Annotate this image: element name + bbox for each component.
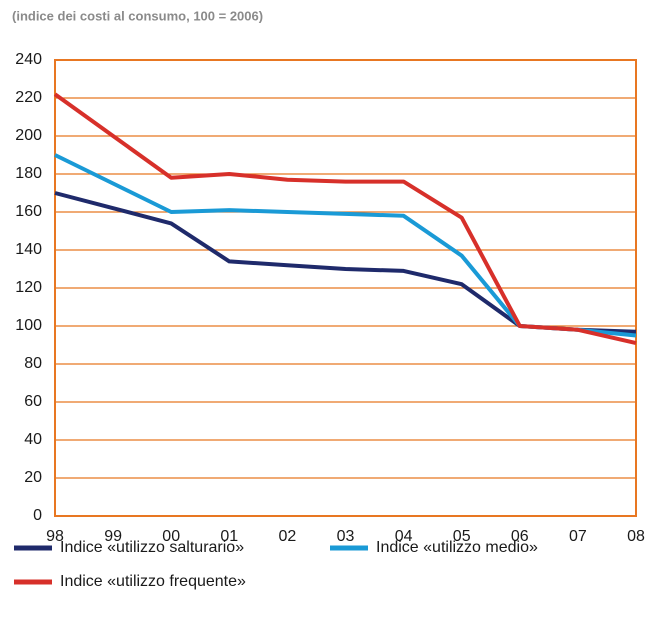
y-tick-label: 0 xyxy=(33,507,42,524)
x-tick-label: 08 xyxy=(627,528,645,545)
legend-label: Indice «utilizzo medio» xyxy=(376,539,538,556)
x-tick-label: 06 xyxy=(511,528,529,545)
y-tick-label: 240 xyxy=(15,51,42,68)
x-tick-label: 01 xyxy=(220,528,238,545)
legend-label: Indice «utilizzo salturario» xyxy=(60,539,244,556)
y-tick-label: 60 xyxy=(24,393,42,410)
y-tick-label: 100 xyxy=(15,317,42,334)
y-tick-label: 120 xyxy=(15,279,42,296)
x-tick-label: 04 xyxy=(395,528,413,545)
y-tick-label: 140 xyxy=(15,241,42,258)
y-tick-label: 80 xyxy=(24,355,42,372)
x-tick-label: 02 xyxy=(279,528,297,545)
x-tick-label: 05 xyxy=(453,528,471,545)
chart-subtitle: (indice dei costi al consumo, 100 = 2006… xyxy=(12,8,263,23)
x-tick-label: 03 xyxy=(337,528,355,545)
y-tick-label: 160 xyxy=(15,203,42,220)
y-tick-label: 220 xyxy=(15,89,42,106)
series-line xyxy=(53,92,637,346)
x-tick-label: 07 xyxy=(569,528,587,545)
x-tick-label: 99 xyxy=(104,528,122,545)
y-tick-label: 20 xyxy=(24,469,42,486)
plot-frame xyxy=(54,59,637,517)
x-tick-label: 98 xyxy=(46,528,64,545)
x-tick-label: 00 xyxy=(162,528,180,545)
y-tick-label: 200 xyxy=(15,127,42,144)
y-tick-label: 40 xyxy=(24,431,42,448)
legend-label: Indice «utilizzo frequente» xyxy=(60,573,246,590)
y-tick-label: 180 xyxy=(15,165,42,182)
